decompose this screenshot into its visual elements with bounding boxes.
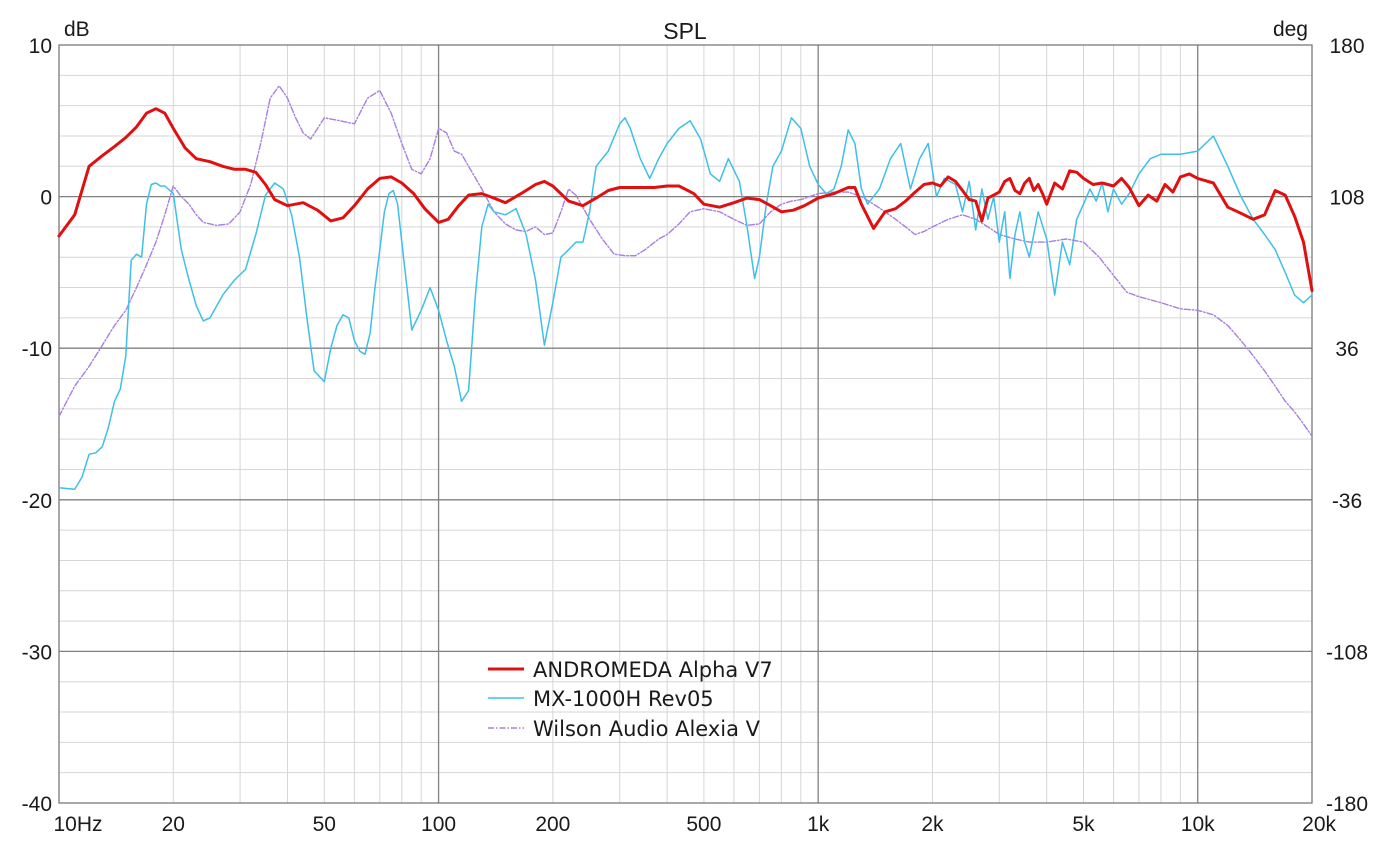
x-tick-label: 10k	[1181, 813, 1215, 836]
y-axis-label: dB	[64, 18, 90, 41]
x-tick-label: 10Hz	[53, 813, 102, 836]
legend-label-andromeda: ANDROMEDA Alpha V7	[533, 658, 773, 682]
chart-title: SPL	[663, 18, 707, 44]
y2-tick-label: -36	[1332, 490, 1362, 513]
y-tick-label: -20	[22, 490, 52, 513]
legend-label-wilson: Wilson Audio Alexia V	[533, 717, 761, 741]
series-layer	[57, 85, 1314, 490]
x-tick-label: 100	[421, 813, 456, 836]
x-tick-label: 20k	[1302, 813, 1336, 836]
x-tick-label: 2k	[921, 813, 944, 836]
x-tick-label: 5k	[1072, 813, 1095, 836]
grid	[59, 45, 1313, 803]
x-tick-label: 20	[162, 813, 185, 836]
series-line-andromeda	[57, 107, 1314, 293]
y2-tick-label: 108	[1329, 187, 1364, 210]
series-line-mx1000h	[58, 117, 1313, 490]
y2-tick-label: -108	[1326, 641, 1368, 664]
legend: ANDROMEDA Alpha V7 MX-1000H Rev05 Wilson…	[488, 658, 773, 741]
x-tick-label: 500	[686, 813, 721, 836]
y-tick-label: 10	[29, 35, 52, 58]
x-tick-label: 1k	[807, 813, 830, 836]
legend-label-mx1000h: MX-1000H Rev05	[533, 687, 714, 711]
x-tick-label: 50	[313, 813, 336, 836]
y2-tick-label: -180	[1326, 793, 1368, 816]
y2-tick-label: 36	[1335, 338, 1358, 361]
tick-labels: 10Hz 20 50 100 200 500 1k 2k 5k 10k 20k100-10-20-3…	[22, 35, 1368, 836]
y-tick-label: 0	[40, 187, 52, 210]
x-tick-label: 200	[535, 813, 570, 836]
y-tick-label: -10	[22, 338, 52, 361]
y2-axis-label: deg	[1273, 18, 1308, 41]
y2-tick-label: 180	[1329, 35, 1364, 58]
y-tick-label: -40	[22, 793, 52, 816]
y-tick-label: -30	[22, 641, 52, 664]
plot-frame	[58, 44, 1313, 804]
